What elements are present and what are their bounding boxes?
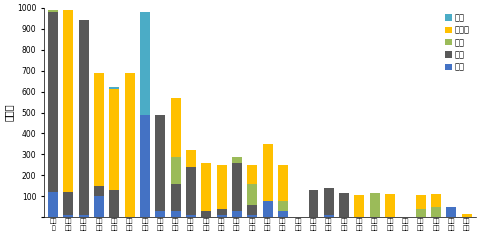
Bar (324, 188, 334, 215)
Bar (140, 115, 150, 217)
Bar (278, 165, 288, 200)
Bar (186, 150, 196, 167)
Bar (109, 87, 120, 90)
Bar (216, 209, 227, 215)
Bar (232, 211, 242, 217)
Bar (63, 10, 73, 192)
Bar (79, 215, 89, 217)
Bar (171, 98, 180, 157)
Bar (48, 12, 58, 192)
Bar (416, 209, 426, 217)
Bar (140, 12, 150, 115)
Bar (171, 157, 180, 184)
Bar (94, 73, 104, 186)
Bar (216, 165, 227, 209)
Bar (94, 196, 104, 217)
Bar (263, 144, 273, 200)
Bar (109, 190, 120, 217)
Bar (247, 215, 257, 217)
Bar (63, 192, 73, 215)
Bar (339, 193, 349, 217)
Bar (125, 73, 135, 217)
Bar (446, 207, 456, 217)
Bar (324, 215, 334, 217)
Bar (247, 205, 257, 215)
Bar (171, 184, 180, 211)
Bar (431, 207, 441, 217)
Bar (63, 215, 73, 217)
Bar (171, 211, 180, 217)
Y-axis label: 万千瓦: 万千瓦 (4, 104, 14, 121)
Bar (186, 167, 196, 215)
Bar (156, 115, 165, 211)
Bar (263, 200, 273, 217)
Bar (94, 186, 104, 196)
Bar (247, 165, 257, 184)
Bar (354, 195, 364, 217)
Legend: 其它, 太阳能, 风电, 火电, 水电: 其它, 太阳能, 风电, 火电, 水电 (444, 12, 472, 74)
Bar (186, 215, 196, 217)
Bar (278, 211, 288, 217)
Bar (201, 163, 211, 211)
Bar (201, 211, 211, 217)
Bar (109, 90, 120, 190)
Bar (278, 200, 288, 211)
Bar (232, 157, 242, 163)
Bar (232, 163, 242, 211)
Bar (247, 184, 257, 205)
Bar (48, 10, 58, 12)
Bar (48, 192, 58, 217)
Bar (385, 194, 395, 217)
Bar (79, 20, 89, 215)
Bar (309, 190, 318, 217)
Bar (156, 211, 165, 217)
Bar (370, 193, 380, 217)
Bar (416, 195, 426, 209)
Bar (431, 194, 441, 207)
Bar (462, 214, 472, 217)
Bar (216, 215, 227, 217)
